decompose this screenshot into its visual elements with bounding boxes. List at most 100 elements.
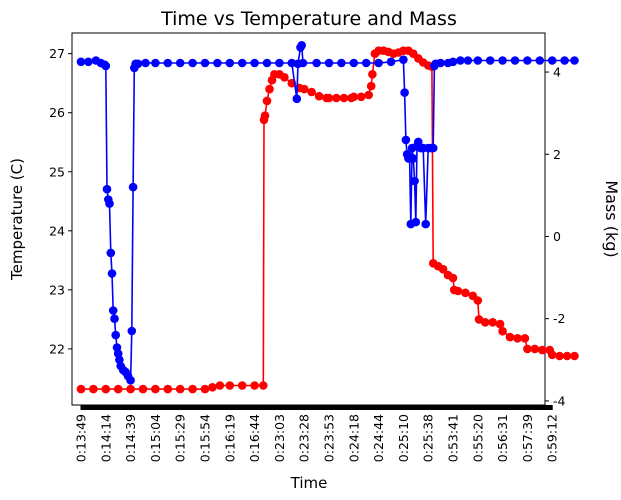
series-1-point-28	[151, 58, 160, 68]
series-1-point-81	[510, 56, 520, 65]
left-y-tick-label-5: 27	[49, 46, 65, 61]
series-0-point-39	[368, 70, 377, 79]
series-1-point-46	[324, 58, 334, 68]
series-1-point-44	[298, 58, 308, 68]
series-0-point-3	[113, 384, 123, 394]
series-1-point-35	[237, 58, 247, 68]
series-layer	[76, 41, 579, 394]
series-0-point-35	[349, 92, 359, 102]
right-y-tick-label-2: 0	[553, 229, 561, 244]
left-y-axis-label: Temperature (C)	[8, 158, 26, 281]
series-0-point-16	[259, 381, 268, 390]
series-0-point-5	[138, 384, 148, 394]
x-tick-label-2: 0:14:39	[123, 414, 138, 462]
series-0-point-36	[356, 92, 366, 102]
x-tick-label-11: 0:24:18	[346, 414, 361, 462]
right-y-tick-label-3: 2	[553, 147, 561, 162]
series-1-point-31	[188, 58, 197, 68]
series-0-point-0	[76, 384, 86, 394]
series-1-point-45	[312, 58, 321, 68]
series-0-point-4	[126, 384, 135, 394]
x-tick-label-9: 0:23:28	[297, 414, 312, 462]
series-0-point-68	[505, 332, 515, 342]
series-1-point-79	[485, 56, 495, 65]
x-dense-tick-band	[81, 405, 553, 410]
series-1-point-37	[262, 58, 272, 68]
x-tick-label-7: 0:16:44	[247, 414, 262, 462]
series-0-point-55	[438, 264, 448, 274]
x-tick-label-19: 0:59:12	[545, 414, 560, 462]
series-1-point-32	[200, 58, 210, 68]
x-tick-label-13: 0:25:10	[396, 414, 411, 462]
series-1-point-78	[473, 56, 483, 65]
series-0-point-24	[280, 73, 289, 82]
series-0-point-12	[215, 381, 225, 390]
right-y-tick-label-1: -2	[553, 311, 565, 326]
x-tick-label-6: 0:16:19	[222, 414, 237, 462]
left-y-tick-label-0: 22	[49, 341, 65, 356]
series-1-point-85	[560, 56, 569, 65]
series-1-point-61	[410, 176, 419, 186]
series-1-point-1	[84, 57, 93, 67]
series-1-point-60	[409, 154, 418, 163]
series-1-point-5	[101, 61, 111, 71]
series-0-point-27	[299, 84, 309, 94]
chart-title: Time vs Temperature and Mass	[160, 8, 457, 30]
series-0-point-19	[262, 96, 272, 106]
series-0-point-33	[339, 93, 349, 103]
series-1-point-0	[76, 57, 86, 67]
series-1-point-36	[250, 58, 259, 68]
series-1-point-8	[105, 199, 114, 208]
series-0-point-70	[520, 334, 530, 343]
series-0-point-31	[324, 93, 334, 103]
series-1-point-26	[133, 59, 143, 69]
series-0-point-60	[461, 288, 470, 298]
series-0-point-59	[453, 286, 463, 296]
series-1-point-51	[386, 57, 396, 67]
series-0-point-15	[250, 381, 259, 390]
series-1-point-83	[535, 56, 545, 65]
left-y-tick-label-3: 25	[49, 164, 65, 179]
series-1-point-75	[448, 57, 458, 67]
series-0-point-71	[523, 344, 532, 354]
series-0-point-7	[163, 384, 173, 394]
series-0-point-14	[237, 381, 247, 390]
x-tick-label-5: 0:15:54	[198, 414, 213, 462]
series-0-point-67	[498, 326, 507, 336]
right-y-axis-label: Mass (kg)	[602, 180, 621, 257]
series-0-point-2	[101, 384, 111, 394]
series-1-point-29	[163, 58, 173, 68]
series-1-point-67	[421, 219, 431, 229]
x-tick-label-1: 0:14:14	[98, 414, 113, 462]
series-0-point-38	[366, 81, 376, 91]
series-1-point-13	[111, 330, 120, 340]
x-tick-label-0: 0:13:49	[74, 414, 89, 462]
series-1-point-6	[102, 184, 112, 194]
series-0-point-77	[562, 351, 572, 361]
series-0-point-6	[151, 384, 160, 394]
series-1-point-82	[523, 56, 532, 65]
series-1-point-52	[399, 55, 408, 64]
series-1-point-30	[175, 58, 185, 68]
series-0-point-29	[314, 91, 324, 101]
series-1-point-33	[213, 58, 222, 68]
series-1-point-12	[110, 314, 119, 324]
left-y-tick-label-2: 24	[49, 223, 65, 238]
series-0-point-9	[188, 384, 197, 394]
series-0-point-10	[200, 384, 210, 394]
series-1-point-49	[361, 58, 371, 68]
right-y-tick-label-4: 4	[553, 65, 561, 80]
series-1-point-80	[498, 56, 507, 65]
series-0-point-78	[570, 351, 579, 361]
series-1-point-73	[436, 58, 445, 68]
plot-area	[71, 32, 546, 406]
series-0-point-37	[364, 90, 374, 100]
series-1-point-76	[456, 56, 465, 65]
series-0-point-76	[555, 351, 564, 361]
x-tick-label-8: 0:23:03	[272, 414, 287, 462]
series-1-point-54	[401, 135, 411, 145]
right-y-tick-label-0: -4	[553, 393, 566, 408]
left-y-tick-label-4: 26	[49, 105, 65, 120]
series-1-point-43	[297, 41, 307, 50]
